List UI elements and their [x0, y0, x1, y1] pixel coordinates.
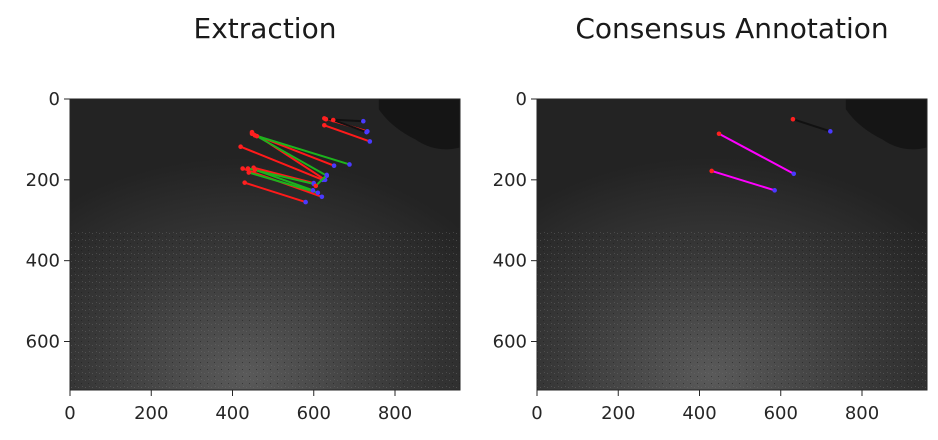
y-tick-label: 600: [493, 332, 527, 353]
consensus-plot: 0 200 400 600 800 0 200 400 600: [493, 89, 928, 424]
annotation-segment: [254, 168, 314, 192]
segment-start-point: [238, 144, 243, 149]
equipment-silhouette: [378, 99, 460, 150]
consensus-panel: Consensus Annotation 0 200 400 600 800 0 200 40…: [469, 0, 938, 440]
equipment-silhouette: [845, 99, 927, 150]
annotation-segment: [792, 118, 831, 133]
chart-title: Consensus Annotation: [575, 12, 889, 45]
extraction-panel: Extraction 0 200 400 600 800 0 200 400 600: [26, 12, 461, 424]
segment-start-point: [242, 180, 247, 185]
segment-end-point: [319, 194, 325, 200]
segment-start-point: [330, 117, 336, 123]
axes-frame: [536, 98, 928, 391]
x-tick-label: 600: [764, 403, 798, 424]
segment-end-point: [828, 129, 833, 134]
x-tick-label: 800: [378, 403, 412, 424]
x-tick-label: 400: [215, 403, 249, 424]
annotation-segment: [240, 145, 324, 181]
x-tick-label: 800: [845, 403, 879, 424]
seafloor-texture: [70, 229, 460, 390]
annotation-segment: [711, 169, 775, 192]
x-tick-label: 0: [531, 403, 542, 424]
annotation-segment: [253, 166, 314, 185]
x-tick-label: 400: [682, 403, 716, 424]
segment-end-point: [791, 171, 797, 177]
y-tick-label: 400: [26, 251, 60, 272]
extraction-plot: 0 200 400 600 800 0 200 400 600: [26, 89, 461, 424]
segment-start-point: [254, 133, 260, 139]
segment-end-point: [324, 172, 330, 178]
segment-start-point: [790, 116, 796, 122]
segment-start-point: [246, 170, 252, 175]
y-tick-label: 0: [516, 89, 527, 110]
annotation-segment: [244, 181, 306, 204]
segment-end-point: [364, 129, 369, 135]
segment-start-point: [252, 167, 258, 173]
segment-start-point: [313, 183, 319, 189]
x-tick-label: 600: [297, 403, 331, 424]
segment-end-point: [310, 188, 316, 193]
segment-start-point: [249, 129, 255, 135]
segment-end-point: [315, 190, 321, 196]
segment-end-point: [331, 163, 337, 168]
segment-end-point: [361, 118, 366, 124]
segment-end-point: [772, 188, 777, 193]
y-tick-label: 200: [26, 170, 60, 191]
annotation-segment: [332, 119, 367, 134]
annotation-segment: [256, 135, 328, 177]
segment-start-point: [323, 116, 329, 122]
seafloor-texture: [537, 229, 927, 390]
segment-end-point: [303, 199, 308, 205]
x-tick-label: 0: [64, 403, 75, 424]
annotation-segment: [248, 171, 319, 194]
annotation-segment: [315, 174, 328, 187]
y-tick-label: 0: [49, 89, 60, 110]
annotation-segment: [254, 134, 350, 166]
segment-start-point: [240, 166, 245, 171]
chart-title: Extraction: [193, 12, 337, 45]
segment-start-point: [709, 168, 714, 174]
segment-start-point: [716, 131, 722, 137]
segment-start-point: [322, 122, 327, 128]
annotation-segment: [323, 124, 371, 143]
segment-end-point: [367, 139, 373, 144]
axes-frame: [69, 98, 461, 391]
x-tick-label: 200: [601, 403, 635, 424]
y-tick-label: 200: [493, 170, 527, 191]
segment-start-point: [245, 166, 251, 171]
annotation-segment: [718, 132, 795, 175]
x-tick-label: 200: [134, 403, 168, 424]
segment-end-point: [347, 162, 352, 167]
y-tick-label: 400: [493, 251, 527, 272]
y-tick-label: 600: [26, 332, 60, 353]
